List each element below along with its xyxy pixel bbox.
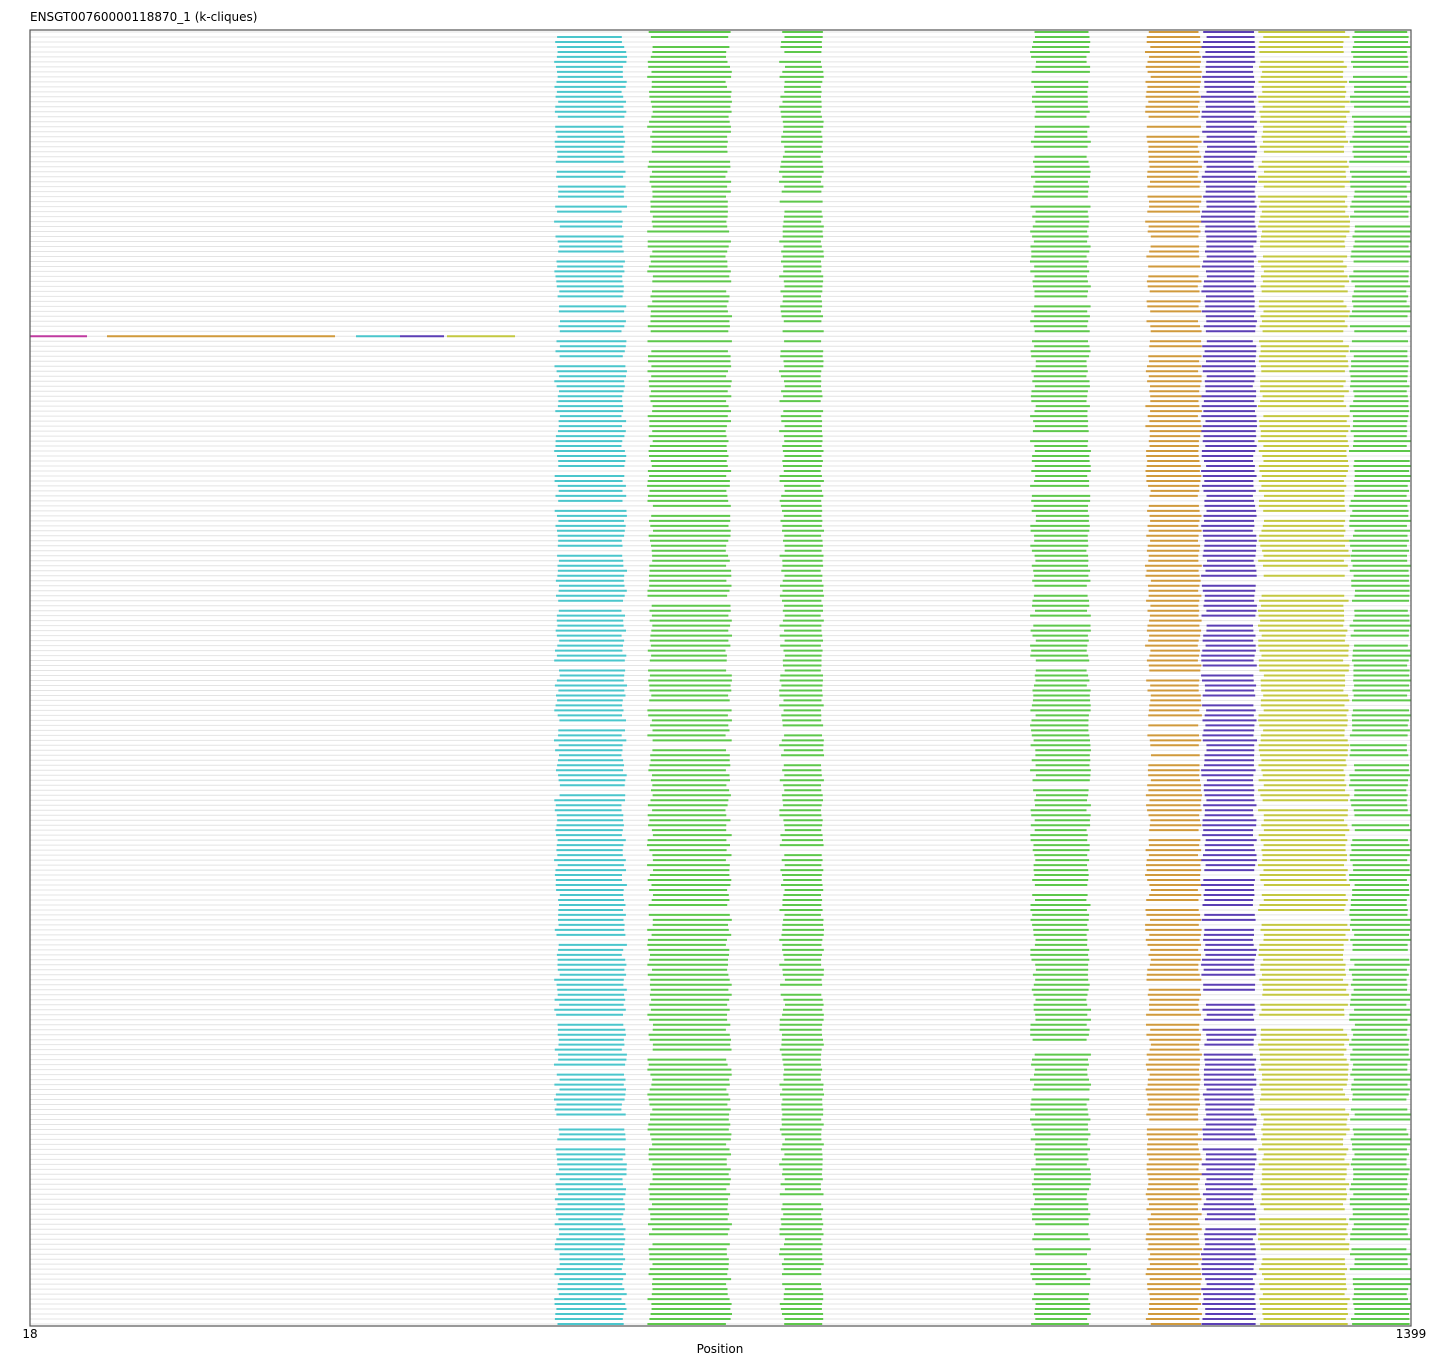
alignment-rows bbox=[30, 31, 1411, 1325]
x-tick-end: 1399 bbox=[1395, 1327, 1427, 1341]
chart-title: ENSGT00760000118870_1 (k-cliques) bbox=[30, 10, 258, 24]
x-tick-start: 18 bbox=[22, 1327, 38, 1341]
plot-frame bbox=[29, 29, 1412, 1327]
x-axis-label: Position bbox=[696, 1342, 744, 1356]
